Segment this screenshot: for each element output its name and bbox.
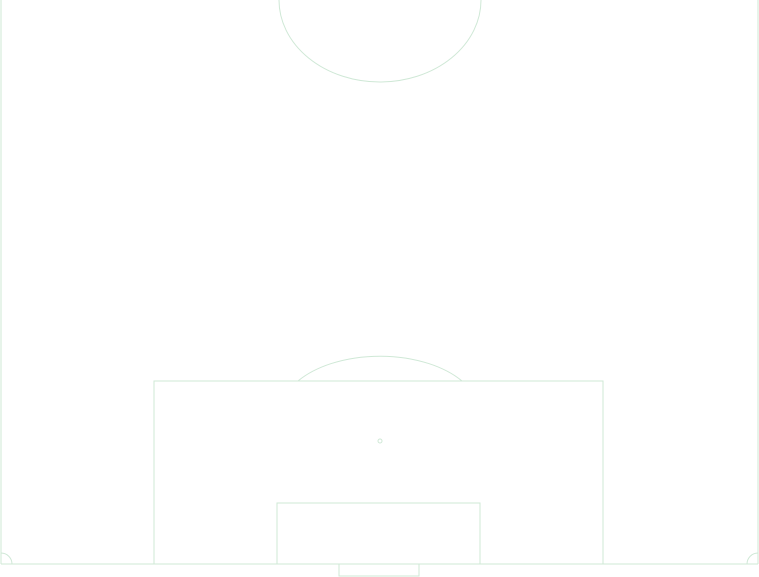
goal xyxy=(338,564,420,577)
penalty-arc xyxy=(297,355,463,382)
corner-arc-right xyxy=(746,552,759,565)
goal-area xyxy=(276,502,481,564)
penalty-area xyxy=(153,380,604,564)
penalty-spot xyxy=(377,438,383,444)
center-circle xyxy=(278,0,482,83)
corner-arc-left xyxy=(0,552,13,565)
